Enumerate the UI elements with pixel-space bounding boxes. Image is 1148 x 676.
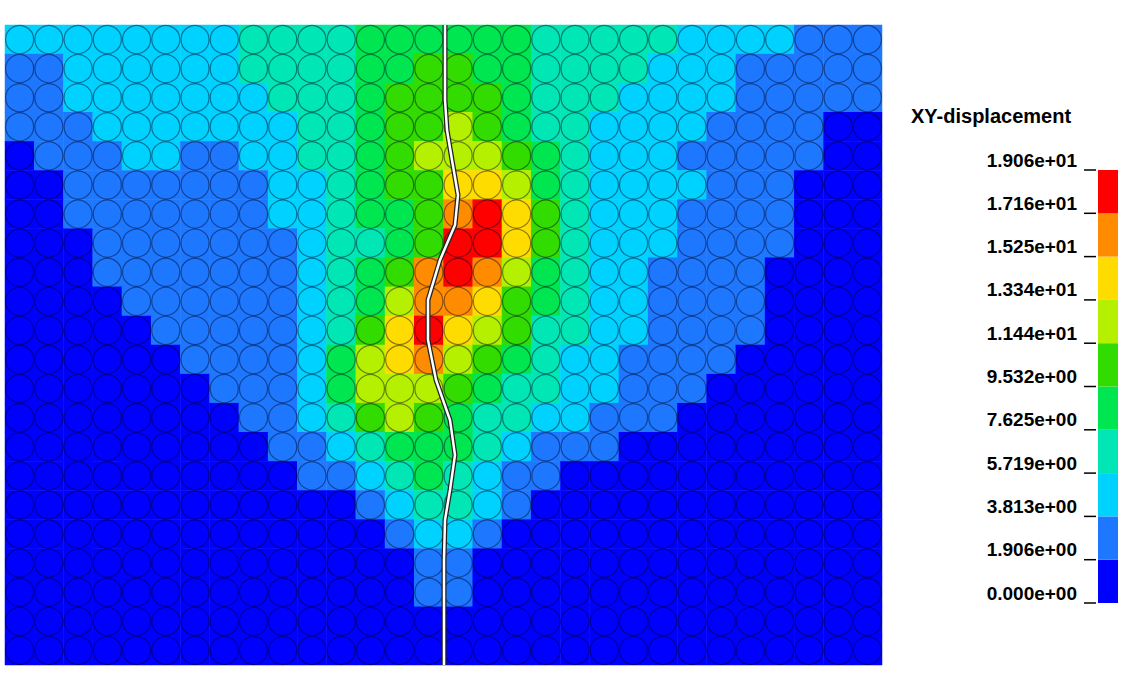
svg-text:3.813e+00: 3.813e+00 xyxy=(987,496,1077,517)
svg-text:5.719e+00: 5.719e+00 xyxy=(987,453,1077,474)
svg-text:1.906e+00: 1.906e+00 xyxy=(987,539,1077,560)
svg-text:0.000e+00: 0.000e+00 xyxy=(987,583,1077,604)
svg-text:1.525e+01: 1.525e+01 xyxy=(987,236,1078,257)
svg-text:1.906e+01: 1.906e+01 xyxy=(987,150,1078,171)
svg-text:1.716e+01: 1.716e+01 xyxy=(987,193,1078,214)
svg-text:XY-displacement: XY-displacement xyxy=(911,105,1071,127)
svg-text:7.625e+00: 7.625e+00 xyxy=(987,409,1077,430)
svg-text:1.334e+01: 1.334e+01 xyxy=(987,279,1078,300)
svg-text:9.532e+00: 9.532e+00 xyxy=(987,366,1077,387)
svg-text:1.144e+01: 1.144e+01 xyxy=(987,323,1078,344)
